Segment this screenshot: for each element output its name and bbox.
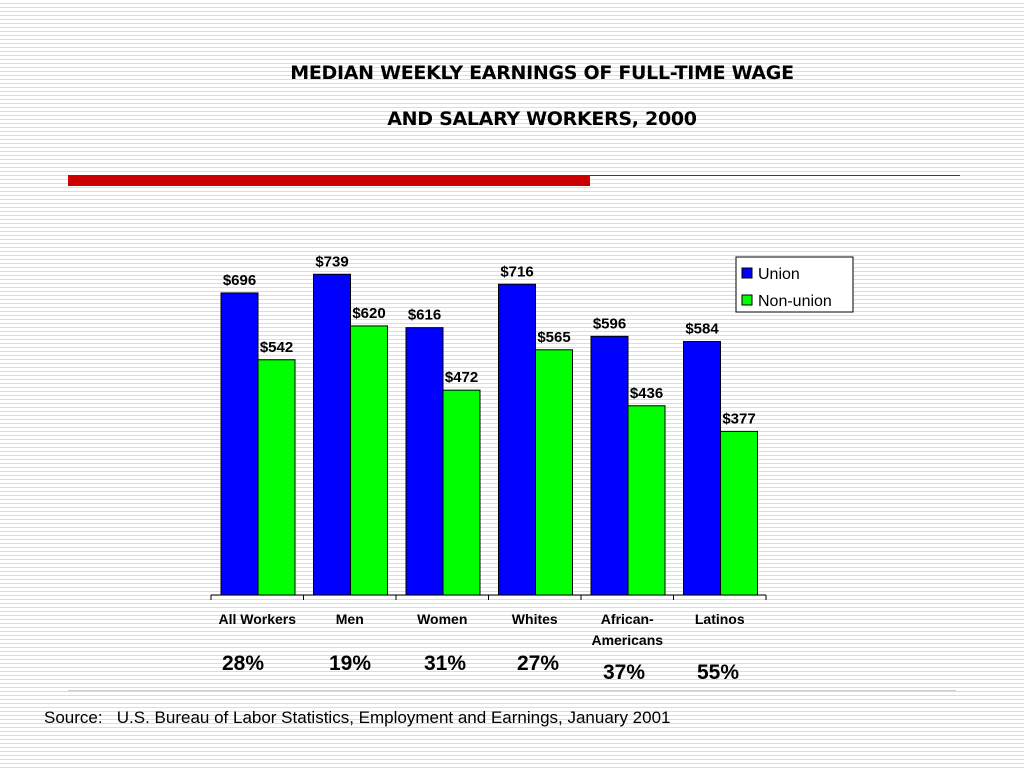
bar-nonunion-4: [627, 405, 666, 596]
bar-union-5: [683, 341, 721, 596]
legend-label-nonunion: Non-union: [758, 293, 832, 310]
x-tick-label-2-0: Women: [417, 611, 467, 627]
data-label-union-5: $584: [685, 321, 719, 338]
legend-swatch-nonunion: [741, 294, 753, 306]
annotation-pct-1: 19%: [329, 652, 371, 675]
x-tick-label-5-0: Latinos: [695, 611, 745, 627]
data-label-union-3: $716: [500, 263, 533, 280]
data-label-nonunion-3: $565: [537, 329, 570, 346]
chart-title-line2: AND SALARY WORKERS, 2000: [387, 108, 697, 130]
annotation-pct-4: 37%: [603, 661, 645, 684]
data-label-nonunion-1: $620: [352, 305, 385, 322]
x-tick-label-4-1: Americans: [591, 632, 663, 648]
footer-divider: [68, 690, 956, 691]
data-label-nonunion-4: $436: [630, 385, 663, 402]
title-underline-rule: [590, 175, 960, 176]
legend-box: [735, 256, 854, 313]
chart-title-line1: MEDIAN WEEKLY EARNINGS OF FULL-TIME WAGE: [290, 62, 794, 84]
bar-nonunion-2: [442, 389, 481, 596]
annotation-pct-5: 55%: [697, 661, 739, 684]
annotation-pct-2: 31%: [424, 652, 466, 675]
bar-nonunion-0: [257, 359, 296, 596]
bar-union-0: [220, 292, 259, 596]
legend-label-union: Union: [758, 266, 800, 283]
data-label-nonunion-2: $472: [445, 369, 478, 386]
bar-union-3: [498, 283, 536, 596]
x-tick-label-3-0: Whites: [512, 611, 558, 627]
bar-union-4: [590, 335, 629, 596]
x-tick-label-1-0: Men: [336, 611, 364, 627]
title-underline-bar: [68, 175, 590, 186]
annotation-pct-3: 27%: [517, 652, 559, 675]
data-label-union-4: $596: [593, 315, 626, 332]
data-label-nonunion-5: $377: [722, 410, 755, 427]
bar-nonunion-1: [350, 325, 388, 596]
bar-union-2: [405, 327, 444, 596]
data-label-union-0: $696: [223, 272, 256, 289]
x-tick-label-0-0: All Workers: [218, 611, 296, 627]
legend-swatch-union: [741, 267, 753, 279]
source-note: Source: U.S. Bureau of Labor Statistics,…: [44, 708, 671, 727]
bar-nonunion-5: [720, 430, 758, 596]
bar-chart: $696 $739 $616 $716 $596 $584 $542 $620 $472 $565…: [210, 253, 854, 684]
data-label-nonunion-0: $542: [260, 339, 293, 356]
x-tick-label-4-0: African-: [601, 611, 654, 627]
bar-union-1: [313, 273, 351, 596]
annotation-pct-0: 28%: [222, 652, 264, 675]
data-label-union-1: $739: [315, 253, 348, 270]
data-label-union-2: $616: [408, 307, 441, 324]
bar-nonunion-3: [535, 349, 573, 596]
